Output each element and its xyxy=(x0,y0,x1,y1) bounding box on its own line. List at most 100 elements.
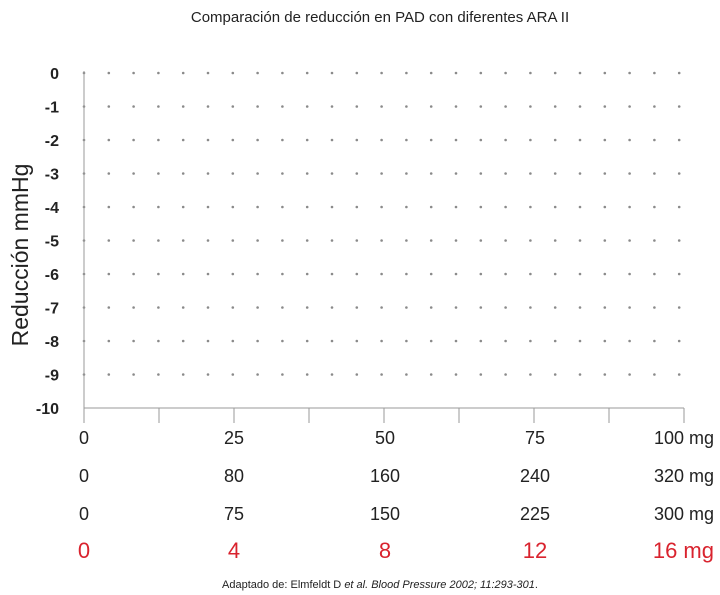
grid-dot xyxy=(479,373,483,376)
grid-dot xyxy=(157,71,160,75)
grid-dot xyxy=(181,71,185,75)
x-tick-label: 0 xyxy=(79,466,89,486)
grid-dot xyxy=(529,272,532,276)
grid-dot xyxy=(504,205,507,209)
grid-dot xyxy=(603,138,607,142)
grid-dot xyxy=(355,172,359,175)
grid-dot xyxy=(181,272,185,276)
y-tick-label: 0 xyxy=(50,66,59,83)
grid-dot xyxy=(256,105,259,108)
grid-dot xyxy=(256,71,259,75)
grid-dot xyxy=(429,205,433,209)
grid-dot xyxy=(330,138,334,142)
grid-dot xyxy=(479,105,483,108)
grid-dot xyxy=(653,306,656,309)
grid-dot xyxy=(206,272,210,276)
x-tick-label: 0 xyxy=(79,428,89,448)
grid-dot xyxy=(132,239,135,242)
grid-dot xyxy=(355,239,359,242)
grid-dot xyxy=(132,138,135,142)
grid-dot xyxy=(479,71,483,75)
grid-dot xyxy=(206,339,210,343)
grid-dot xyxy=(132,172,135,175)
grid-dot xyxy=(281,105,284,108)
grid-dot xyxy=(305,105,309,108)
x-tick-label: 225 xyxy=(520,504,550,524)
grid-dot xyxy=(603,239,607,242)
grid-dot xyxy=(330,205,334,209)
grid-dot xyxy=(206,172,210,175)
grid-dot xyxy=(405,306,408,309)
grid-dot xyxy=(454,105,458,108)
source-note: Adaptado de: Elmfeldt D et al. Blood Pre… xyxy=(222,579,538,591)
grid-dot xyxy=(553,239,557,242)
grid-dot xyxy=(603,105,607,108)
grid-dot xyxy=(479,306,483,309)
grid-dot xyxy=(355,272,359,276)
grid-dot xyxy=(305,71,309,75)
grid-dot xyxy=(231,339,235,343)
grid-dot xyxy=(380,272,383,276)
grid-dot xyxy=(429,239,433,242)
grid-dot xyxy=(281,272,284,276)
grid-dot xyxy=(653,272,656,276)
grid-dot xyxy=(429,373,433,376)
grid-dot xyxy=(653,105,656,108)
grid-dot xyxy=(256,172,259,175)
x-tick-label: 75 xyxy=(525,428,545,448)
grid-dot xyxy=(578,272,582,276)
grid-dot xyxy=(206,306,210,309)
grid-dot xyxy=(454,71,458,75)
x-tick-label: 25 xyxy=(224,428,244,448)
grid-dot xyxy=(281,138,284,142)
x-axis-ticks: 0 25 50 75 100 mg0 80 160 240 320 mg0 75 150 225 300… xyxy=(78,428,714,563)
grid-dot xyxy=(330,339,334,343)
grid-dot xyxy=(181,239,185,242)
grid-dot xyxy=(529,239,532,242)
grid-dot xyxy=(529,306,532,309)
grid-dot xyxy=(380,105,383,108)
grid-dot xyxy=(553,172,557,175)
grid-dot xyxy=(107,239,111,242)
grid-dot xyxy=(603,373,607,376)
grid-dot xyxy=(107,339,111,343)
grid-dot xyxy=(231,138,235,142)
grid-dot xyxy=(479,138,483,142)
grid-dot xyxy=(380,205,383,209)
grid-dot xyxy=(603,272,607,276)
grid-dot xyxy=(231,306,235,309)
grid-dot xyxy=(206,71,210,75)
grid-dot xyxy=(330,71,334,75)
grid-dot xyxy=(479,172,483,175)
grid-dot xyxy=(281,373,284,376)
grid-dot xyxy=(231,71,235,75)
grid-dot xyxy=(653,239,656,242)
grid-dot xyxy=(355,373,359,376)
grid-dot xyxy=(603,339,607,343)
grid-dot xyxy=(504,373,507,376)
grid-dot xyxy=(157,205,160,209)
x-tick-label: 4 xyxy=(228,538,240,563)
grid-dot xyxy=(107,205,111,209)
y-tick-label: -9 xyxy=(45,368,59,385)
grid-dot xyxy=(305,138,309,142)
grid-dot xyxy=(281,71,284,75)
grid-dot xyxy=(628,339,631,343)
x-tick-label: 75 xyxy=(224,504,244,524)
grid-dot xyxy=(157,373,160,376)
grid-dot xyxy=(628,306,631,309)
grid-dot xyxy=(181,306,185,309)
grid-dot xyxy=(405,138,408,142)
grid-dot xyxy=(281,339,284,343)
grid-dot xyxy=(653,71,656,75)
grid-dot xyxy=(355,71,359,75)
grid-dot xyxy=(281,306,284,309)
grid-dot xyxy=(553,272,557,276)
grid-dot xyxy=(132,373,135,376)
grid-dot xyxy=(380,138,383,142)
grid-dot xyxy=(380,172,383,175)
grid-dot xyxy=(429,272,433,276)
grid-dot xyxy=(504,71,507,75)
grid-dot xyxy=(504,272,507,276)
grid-dot xyxy=(628,71,631,75)
